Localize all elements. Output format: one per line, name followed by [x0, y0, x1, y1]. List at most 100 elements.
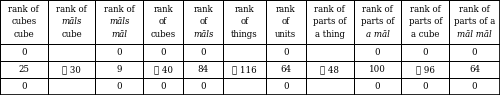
Text: parts of: parts of [408, 17, 442, 26]
Bar [48, 0, 96, 44]
Bar [184, 0, 224, 44]
Bar [449, 78, 500, 95]
Text: ℓ 116: ℓ 116 [232, 65, 257, 74]
Text: things: things [231, 30, 258, 39]
Bar [143, 78, 184, 95]
Bar [224, 0, 266, 44]
Text: 0: 0 [283, 48, 288, 57]
Bar [266, 44, 306, 61]
Bar [224, 78, 266, 95]
Bar [48, 61, 96, 78]
Bar [449, 0, 500, 44]
Bar [224, 61, 266, 78]
Text: rank of: rank of [459, 5, 490, 13]
Text: a cube: a cube [411, 30, 440, 39]
Text: of: of [199, 17, 207, 26]
Bar [402, 0, 449, 44]
Bar [354, 78, 402, 95]
Bar [354, 0, 402, 44]
Text: 0: 0 [472, 48, 478, 57]
Text: rank of: rank of [56, 5, 87, 13]
Bar [96, 44, 143, 61]
Text: rank of: rank of [362, 5, 393, 13]
Bar [402, 44, 449, 61]
Bar [96, 0, 143, 44]
Text: 0: 0 [472, 82, 478, 91]
Bar [354, 61, 402, 78]
Bar [96, 78, 143, 95]
Bar [266, 0, 306, 44]
Bar [48, 44, 96, 61]
Text: māl: māl [112, 30, 128, 39]
Text: ℓ 30: ℓ 30 [62, 65, 81, 74]
Text: parts of: parts of [313, 17, 346, 26]
Text: māls: māls [109, 17, 130, 26]
Text: ℓ 40: ℓ 40 [154, 65, 172, 74]
Text: ℓ 96: ℓ 96 [416, 65, 434, 74]
Text: rank of: rank of [104, 5, 134, 13]
Text: rank: rank [154, 5, 173, 13]
Text: māls: māls [62, 17, 82, 26]
Bar [0, 0, 48, 44]
Bar [184, 44, 224, 61]
Bar [306, 44, 354, 61]
Bar [143, 44, 184, 61]
Text: cube: cube [61, 30, 82, 39]
Bar [0, 78, 48, 95]
Bar [224, 44, 266, 61]
Bar [449, 44, 500, 61]
Text: 0: 0 [422, 82, 428, 91]
Text: 64: 64 [280, 65, 291, 74]
Text: 0: 0 [160, 48, 166, 57]
Bar [184, 61, 224, 78]
Text: 100: 100 [369, 65, 386, 74]
Bar [306, 0, 354, 44]
Text: 0: 0 [21, 82, 26, 91]
Text: 25: 25 [18, 65, 30, 74]
Text: parts of: parts of [361, 17, 394, 26]
Bar [0, 61, 48, 78]
Text: 64: 64 [469, 65, 480, 74]
Text: of: of [240, 17, 248, 26]
Text: ℓ 48: ℓ 48 [320, 65, 340, 74]
Text: 0: 0 [200, 48, 206, 57]
Bar [266, 78, 306, 95]
Bar [0, 44, 48, 61]
Text: parts of a: parts of a [454, 17, 495, 26]
Bar [96, 61, 143, 78]
Text: 0: 0 [200, 82, 206, 91]
Text: 0: 0 [116, 82, 122, 91]
Text: 0: 0 [375, 48, 380, 57]
Text: of: of [159, 17, 168, 26]
Text: cube: cube [14, 30, 34, 39]
Bar [354, 44, 402, 61]
Text: 0: 0 [160, 82, 166, 91]
Text: a māl: a māl [366, 30, 390, 39]
Bar [402, 78, 449, 95]
Bar [402, 61, 449, 78]
Text: rank of: rank of [8, 5, 39, 13]
Bar [48, 78, 96, 95]
Text: cubes: cubes [150, 30, 176, 39]
Text: a thing: a thing [315, 30, 345, 39]
Text: rank of: rank of [410, 5, 440, 13]
Text: 0: 0 [422, 48, 428, 57]
Bar [143, 61, 184, 78]
Bar [184, 78, 224, 95]
Bar [449, 61, 500, 78]
Text: 84: 84 [198, 65, 209, 74]
Text: rank: rank [276, 5, 296, 13]
Text: rank: rank [234, 5, 255, 13]
Text: māl māl: māl māl [457, 30, 492, 39]
Bar [306, 61, 354, 78]
Text: 0: 0 [116, 48, 122, 57]
Text: units: units [276, 30, 296, 39]
Text: 9: 9 [116, 65, 122, 74]
Bar [306, 78, 354, 95]
Bar [266, 61, 306, 78]
Text: rank: rank [194, 5, 213, 13]
Text: 0: 0 [21, 48, 26, 57]
Text: cubes: cubes [11, 17, 36, 26]
Text: 0: 0 [375, 82, 380, 91]
Text: māls: māls [193, 30, 214, 39]
